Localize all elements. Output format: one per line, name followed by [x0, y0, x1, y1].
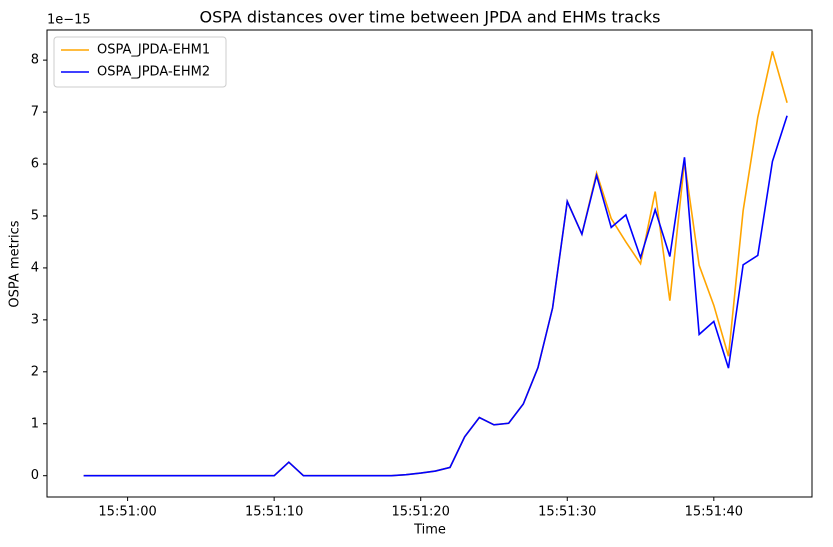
legend: OSPA_JPDA-EHM1 OSPA_JPDA-EHM2	[53, 36, 227, 88]
y-offset-label: 1e−15	[47, 13, 91, 28]
x-tick-label: 15:51:00	[98, 505, 156, 520]
series-line	[83, 115, 788, 477]
y-tick-label: 0	[31, 468, 39, 483]
plot-frame	[46, 29, 813, 498]
y-axis-label: OSPA metrics	[8, 220, 23, 307]
legend-label: OSPA_JPDA-EHM2	[97, 65, 210, 80]
x-tick-label: 15:51:20	[392, 505, 450, 520]
x-tick-label: 15:51:10	[245, 505, 303, 520]
x-axis-label: Time	[413, 523, 446, 538]
y-tick-label: 8	[31, 53, 39, 68]
y-tick-label: 7	[31, 105, 39, 120]
series-line	[83, 51, 788, 477]
y-tick-label: 5	[31, 208, 39, 223]
y-tick-label: 4	[31, 260, 39, 275]
y-tick-label: 6	[31, 157, 39, 172]
legend-box	[53, 36, 227, 88]
y-tick-label: 2	[31, 364, 39, 379]
legend-label: OSPA_JPDA-EHM1	[97, 43, 210, 58]
x-tick-label: 15:51:40	[685, 505, 743, 520]
chart-title: OSPA distances over time between JPDA an…	[200, 8, 661, 27]
y-tick-label: 3	[31, 312, 39, 327]
x-tick-label: 15:51:30	[538, 505, 596, 520]
y-tick-label: 1	[31, 416, 39, 431]
